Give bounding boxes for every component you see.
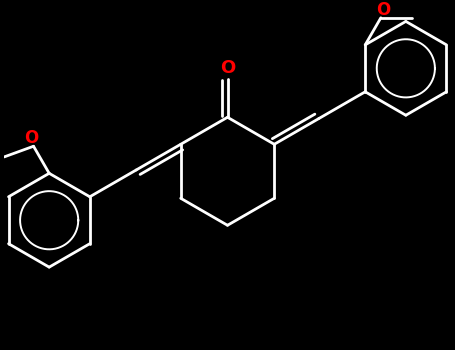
Text: O: O <box>24 129 38 147</box>
Text: O: O <box>376 1 390 19</box>
Text: O: O <box>220 59 235 77</box>
